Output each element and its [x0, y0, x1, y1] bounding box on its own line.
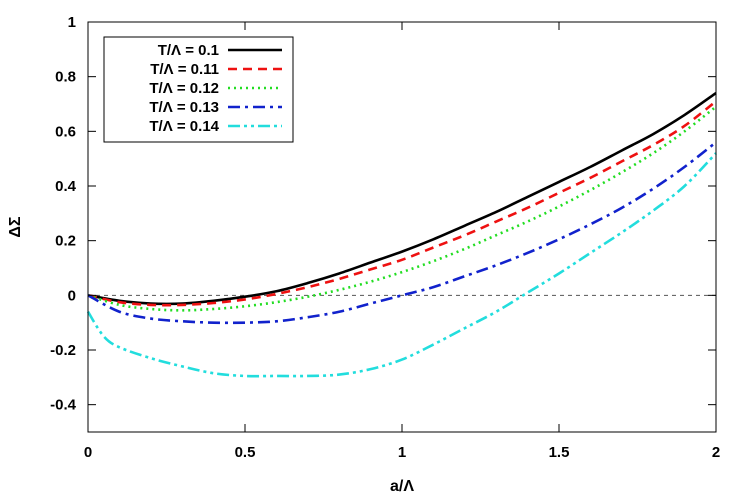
series-line-3 — [87, 105, 717, 312]
series-line-1 — [87, 92, 717, 306]
series-line-2 — [87, 100, 717, 307]
y-tick-label: 0.8 — [55, 69, 76, 86]
x-axis-label: a/Λ — [390, 478, 414, 495]
y-tick-label: 0.2 — [55, 233, 76, 250]
y-axis-label: ΔΣ — [7, 216, 24, 238]
legend-entry-label: T/Λ = 0.11 — [150, 61, 219, 78]
y-tick-label: -0.4 — [50, 397, 77, 414]
y-tick-label: 0 — [68, 287, 76, 304]
y-tick-label: 0.4 — [55, 178, 77, 195]
y-tick-label: 1 — [68, 14, 76, 31]
x-tick-label: 0.5 — [235, 444, 256, 461]
x-tick-label: 0 — [84, 444, 92, 461]
y-tick-label: 0.6 — [55, 123, 76, 140]
legend-entry-label: T/Λ = 0.13 — [149, 99, 219, 116]
legend-entry-label: T/Λ = 0.12 — [149, 80, 219, 97]
x-tick-label: 1 — [398, 444, 406, 461]
x-tick-label: 1.5 — [549, 444, 570, 461]
x-tick-label: 2 — [712, 444, 720, 461]
legend: T/Λ = 0.1 T/Λ = 0.11 T/Λ = 0.12 T/Λ = 0.13 T… — [103, 36, 294, 143]
legend-entry-label: T/Λ = 0.14 — [149, 118, 219, 135]
series-line-5 — [86, 152, 717, 378]
series-line-4 — [87, 141, 717, 325]
y-tick-label: -0.2 — [50, 342, 76, 359]
series-layer — [86, 92, 717, 378]
legend-box — [103, 36, 294, 143]
tick-layer: 0 0.5 1 1.5 2 -0.4 -0.2 0 0.2 0.4 0.6 0.8 1 — [50, 14, 720, 461]
legend-entry-label: T/Λ = 0.1 — [158, 42, 219, 59]
